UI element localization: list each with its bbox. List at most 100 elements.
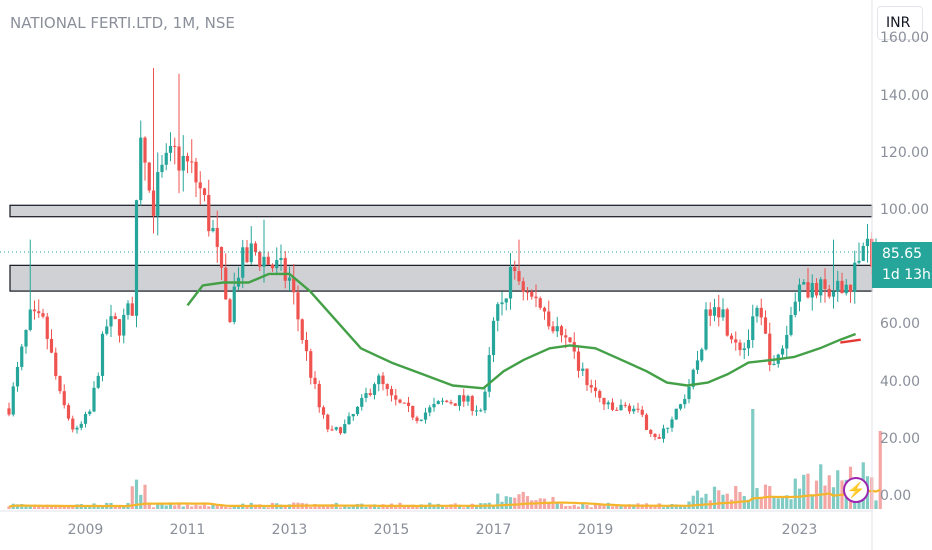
candle-body (266, 256, 270, 265)
candle-body (32, 309, 37, 312)
candle-body (576, 351, 581, 371)
candle-body (602, 397, 606, 405)
candle-body (423, 412, 428, 420)
candle-body (83, 414, 88, 424)
candle-body (564, 335, 568, 338)
candle-body (334, 427, 338, 430)
candle-body (134, 200, 139, 316)
volume-bar (364, 506, 368, 509)
x-tick-label: 2013 (271, 522, 308, 538)
candle-body (500, 302, 504, 305)
candle-body (317, 384, 321, 408)
volume-bar (653, 505, 657, 509)
volume-bar (823, 485, 827, 509)
candle-body (62, 391, 66, 406)
volume-bar (491, 505, 496, 509)
volume-bar (700, 497, 704, 509)
volume-bar (215, 504, 219, 509)
volume-bar (593, 504, 598, 509)
y-tick-label: 0.00 (880, 488, 912, 504)
volume-bar (585, 504, 589, 509)
volume-bar (751, 409, 755, 509)
candle-body (130, 303, 134, 316)
candle-body (109, 316, 113, 327)
candle-body (853, 262, 857, 292)
candle-body (542, 307, 547, 312)
y-tick-label: 140.00 (880, 87, 929, 104)
volume-bar (321, 505, 326, 509)
candle-body (700, 349, 704, 361)
candle-body (360, 397, 364, 407)
volume-bar (24, 505, 28, 509)
candle-body (49, 338, 54, 353)
candle-body (712, 307, 717, 316)
candle-body (449, 402, 453, 404)
candle-body (470, 396, 474, 412)
volume-bar (236, 505, 241, 509)
candle-body (96, 375, 100, 388)
candle-body (636, 408, 640, 410)
volume-bar (504, 496, 508, 509)
volume-bar (66, 505, 71, 509)
candle-body (304, 340, 309, 352)
candle-body (347, 416, 351, 425)
volume-bar (351, 504, 355, 509)
volume-bar (49, 506, 54, 509)
candle-body (589, 385, 593, 388)
volume-bar (207, 506, 211, 509)
volume-bar (678, 505, 683, 509)
candle-body (428, 407, 432, 413)
candle-body (738, 342, 742, 351)
candle-body (708, 309, 712, 316)
volume-bar (71, 506, 75, 509)
candle-body (627, 405, 632, 412)
volume-bar (7, 506, 11, 509)
candle-body (100, 333, 105, 376)
candle-body (249, 243, 253, 263)
volume-bar (347, 506, 351, 509)
volume-bar (113, 506, 117, 509)
candle-body (840, 280, 844, 294)
candle-body (258, 252, 262, 267)
candle-body (207, 195, 211, 232)
volume-bar (151, 507, 156, 509)
lightning-icon[interactable]: ⚡ (843, 477, 869, 503)
candle-body (810, 282, 814, 298)
volume-bar (338, 507, 343, 509)
x-tick-label: 2021 (679, 522, 716, 538)
candle-body (296, 292, 300, 320)
candle-body (164, 152, 168, 165)
volume-bar (283, 505, 287, 509)
moving-average-line (186, 272, 861, 390)
volume-bar (559, 503, 564, 509)
candle-body (351, 414, 355, 417)
candle-body (615, 409, 619, 411)
candle-body (394, 395, 398, 400)
y-tick-label: 100.00 (880, 202, 929, 218)
volume-bar (198, 505, 202, 509)
volume-bar (394, 506, 398, 509)
volume-bar (712, 486, 717, 509)
volume-bar (317, 504, 321, 509)
candle-body (419, 419, 423, 421)
candle-body (151, 190, 156, 216)
volume-bar (517, 494, 521, 509)
volume-bar (734, 486, 738, 509)
volume-bar (181, 506, 185, 509)
candle-body (836, 280, 840, 292)
candle-body (185, 155, 190, 162)
candle-body (432, 403, 436, 408)
candle-body (338, 427, 343, 434)
candle-body (725, 309, 729, 336)
candle-body (483, 391, 487, 411)
volume-bar (649, 506, 653, 509)
candle-body (632, 408, 636, 412)
candle-body (168, 145, 173, 153)
volume-bar (262, 507, 266, 509)
candle-body (20, 346, 24, 367)
candle-body (453, 403, 457, 406)
currency-button[interactable]: INR (877, 6, 923, 40)
volume-bar (534, 500, 538, 509)
volume-bar (717, 490, 721, 509)
